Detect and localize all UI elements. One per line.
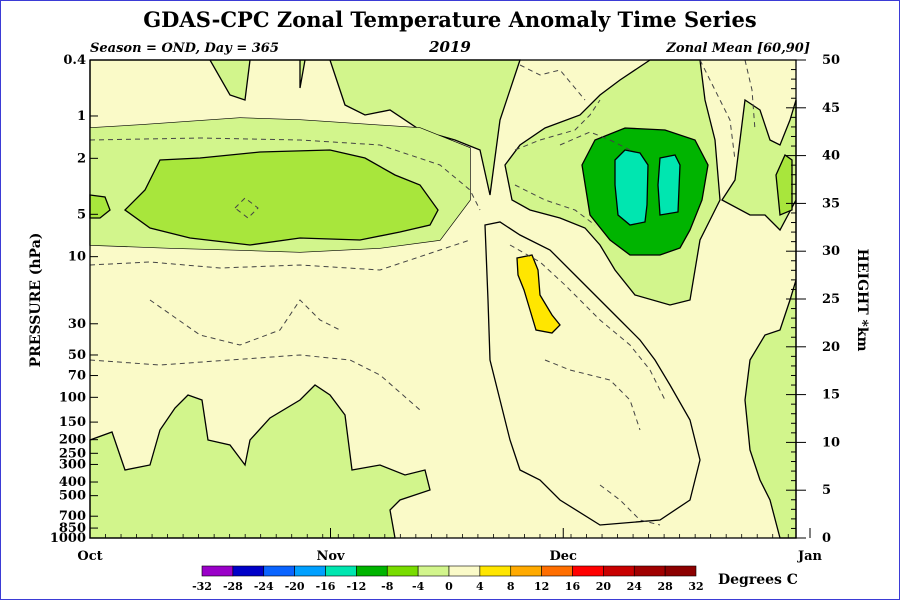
colorbar-swatch bbox=[263, 565, 295, 577]
height-tick-label: 25 bbox=[822, 292, 840, 307]
pressure-tick-label: 0.4 bbox=[63, 53, 86, 68]
colorbar-level-label: -24 bbox=[254, 580, 274, 593]
pressure-tick-label: 5 bbox=[77, 207, 86, 222]
colorbar-swatch bbox=[572, 565, 604, 577]
time-tick-label: Jan bbox=[797, 549, 823, 564]
colorbar-level-label: -20 bbox=[285, 580, 305, 593]
colorbar: -32 -28 -24 -20 -16 -12 -8 -4 0 4 8 12 16 20 24 28 32 bbox=[192, 565, 704, 593]
height-tick-label: 10 bbox=[822, 435, 840, 450]
colorbar-level-label: 12 bbox=[534, 580, 549, 593]
pressure-tick-label: 100 bbox=[59, 390, 86, 405]
plot-area bbox=[89, 59, 797, 539]
dec-warm-core bbox=[516, 254, 561, 334]
dec-cold-center-left bbox=[614, 149, 649, 226]
pressure-tick-label: 150 bbox=[59, 415, 86, 430]
colorbar-level-label: -4 bbox=[412, 580, 425, 593]
y-axis-left-label: PRESSURE (hPa) bbox=[28, 233, 44, 368]
chart-title: GDAS-CPC Zonal Temperature Anomaly Time … bbox=[143, 7, 756, 32]
y-axis-right-label: HEIGHT *km bbox=[854, 249, 870, 352]
time-tick-label: Nov bbox=[316, 549, 345, 564]
colorbar-level-label: -32 bbox=[192, 580, 212, 593]
colorbar-swatch bbox=[294, 565, 326, 577]
height-tick-label: 50 bbox=[822, 53, 840, 68]
colorbar-swatch bbox=[633, 565, 666, 577]
pressure-tick-label: 70 bbox=[68, 369, 86, 384]
height-tick-label: 15 bbox=[822, 388, 840, 403]
pressure-tick-label: 500 bbox=[59, 489, 86, 504]
height-tick-label: 45 bbox=[822, 101, 840, 116]
region-label: Zonal Mean [60,90] bbox=[665, 41, 810, 56]
colorbar-level-label: 20 bbox=[596, 580, 612, 593]
height-tick-label: 35 bbox=[822, 196, 840, 211]
height-tick-label: 40 bbox=[822, 149, 840, 164]
colorbar-swatch bbox=[541, 565, 573, 577]
colorbar-level-label: 32 bbox=[688, 580, 703, 593]
right-edge-cold-core bbox=[775, 154, 793, 216]
oct-nov-cold-core bbox=[123, 149, 439, 246]
pressure-tick-label: 300 bbox=[59, 457, 86, 472]
height-tick-label: 5 bbox=[822, 483, 831, 498]
colorbar-swatch bbox=[201, 565, 234, 577]
colorbar-swatch bbox=[448, 565, 481, 577]
colorbar-swatch bbox=[325, 565, 357, 577]
colorbar-swatch bbox=[603, 565, 635, 577]
colorbar-level-label: 4 bbox=[476, 580, 484, 593]
colorbar-level-label: 0 bbox=[445, 580, 453, 593]
year-label: 2019 bbox=[428, 38, 471, 56]
pressure-tick-label: 1000 bbox=[50, 531, 86, 546]
season-label: Season = OND, Day = 365 bbox=[90, 41, 279, 56]
colorbar-level-label: -12 bbox=[346, 580, 366, 593]
troposphere-cold-region bbox=[89, 384, 431, 539]
pressure-tick-label: 1 bbox=[77, 109, 86, 124]
height-tick-label: 20 bbox=[822, 340, 840, 355]
dec-cold-center-right bbox=[657, 154, 681, 216]
height-tick-label: 30 bbox=[822, 244, 840, 259]
time-tick-label: Dec bbox=[550, 549, 578, 564]
colorbar-level-label: -28 bbox=[223, 580, 243, 593]
colorbar-level-label: 16 bbox=[565, 580, 581, 593]
colorbar-swatch bbox=[664, 565, 697, 577]
pressure-tick-label: 400 bbox=[59, 475, 86, 490]
colorbar-level-label: 8 bbox=[507, 580, 515, 593]
colorbar-swatch bbox=[479, 565, 512, 577]
colorbar-level-label: -8 bbox=[381, 580, 394, 593]
time-tick-label: Oct bbox=[77, 549, 102, 564]
colorbar-swatch bbox=[417, 565, 450, 577]
colorbar-label: Degrees C bbox=[718, 572, 798, 588]
colorbar-swatch bbox=[386, 565, 419, 577]
time-axis: Oct Nov Dec Jan bbox=[77, 528, 823, 564]
dashed-contours bbox=[89, 59, 756, 526]
pressure-tick-label: 30 bbox=[68, 317, 86, 332]
colorbar-swatch bbox=[232, 565, 265, 577]
colorbar-level-label: -16 bbox=[316, 580, 336, 593]
pressure-tick-label: 700 bbox=[59, 509, 86, 524]
colorbar-swatch bbox=[356, 565, 388, 577]
colorbar-level-label: 28 bbox=[657, 580, 673, 593]
height-tick-label: 0 bbox=[822, 531, 831, 546]
pressure-tick-label: 200 bbox=[59, 433, 86, 448]
pressure-tick-label: 2 bbox=[77, 151, 86, 166]
pressure-tick-label: 850 bbox=[59, 521, 86, 536]
pressure-tick-label: 50 bbox=[68, 348, 86, 363]
colorbar-swatch bbox=[510, 565, 542, 577]
colorbar-level-label: 24 bbox=[627, 580, 643, 593]
pressure-tick-label: 10 bbox=[68, 250, 86, 265]
height-axis: 0 5 10 15 20 25 30 35 40 45 50 bbox=[786, 53, 840, 546]
pressure-tick-label: 250 bbox=[59, 446, 86, 461]
